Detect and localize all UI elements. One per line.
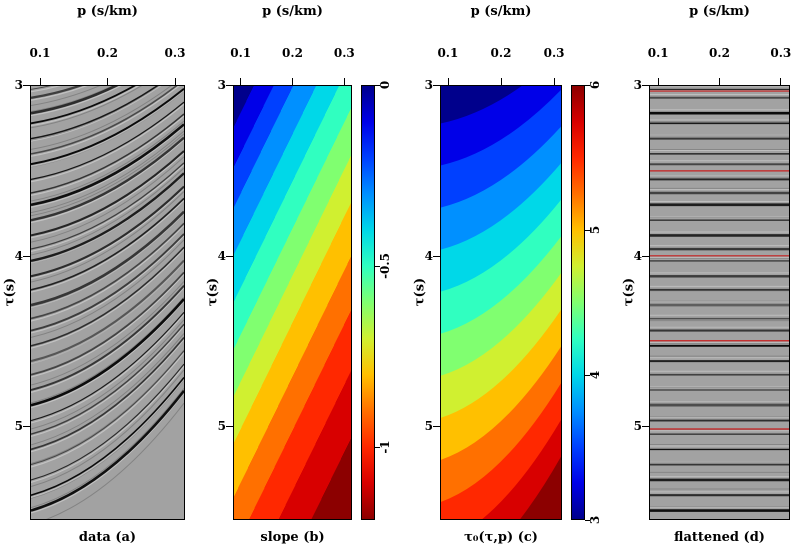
x-tick-mark xyxy=(344,78,345,85)
y-tick-mark xyxy=(226,255,233,257)
panel-b-y-tick-label: 4 xyxy=(217,248,226,263)
panel-b-plot xyxy=(233,85,352,520)
colorbar-tick-mark xyxy=(585,85,590,86)
panel-c-y-tick-label: 5 xyxy=(424,419,433,433)
panel-c-y-tick-label: 4 xyxy=(424,248,433,263)
x-tick-mark xyxy=(719,78,720,85)
panel-a-x-tick-label: 0.1 xyxy=(29,46,51,60)
colorbar-c-tick-label: 6 xyxy=(588,80,602,90)
panel-b-y-axis-title: τ(s) xyxy=(205,277,221,307)
panel-c-x-tick-label: 0.1 xyxy=(437,46,459,60)
y-tick-mark xyxy=(642,426,649,427)
y-tick-mark xyxy=(433,85,440,86)
colorbar-c-tick-label: 4 xyxy=(588,370,602,380)
panel-a-x-tick-label: 0.2 xyxy=(97,46,118,60)
colorbar-tick-mark xyxy=(585,375,590,376)
panel-d-y-tick-label: 4 xyxy=(633,248,642,263)
flattened-d-image xyxy=(650,86,789,512)
colorbar-b-tick-label: -1 xyxy=(378,440,392,454)
colorbar-b xyxy=(361,85,375,520)
panel-d-y-tick-label: 5 xyxy=(633,419,642,433)
y-tick-mark xyxy=(433,255,440,257)
y-tick-mark xyxy=(642,85,649,86)
panel-b-x-tick-label: 0.1 xyxy=(230,46,252,60)
panel-c-x-axis-title: p (s/km) xyxy=(470,4,532,19)
panel-b-y-tick-label: 3 xyxy=(217,78,226,92)
x-tick-mark xyxy=(780,78,782,85)
panel-b-x-tick-label: 0.2 xyxy=(282,46,303,60)
colorbar-tick-mark xyxy=(375,447,380,449)
panel-a-y-tick-label: 3 xyxy=(14,78,23,92)
colorbar-c-tick-label: 5 xyxy=(588,225,602,235)
y-tick-mark xyxy=(23,85,30,86)
colorbar-tick-mark xyxy=(375,266,380,268)
panel-c-x-tick-label: 0.2 xyxy=(490,46,512,60)
x-tick-mark xyxy=(500,78,502,85)
colorbar-b-tick-label: 0 xyxy=(378,80,392,90)
y-tick-mark xyxy=(23,426,30,427)
panel-a-x-tick-label: 0.3 xyxy=(164,46,186,60)
panel-a-plot xyxy=(30,85,185,520)
x-tick-mark xyxy=(107,78,108,85)
colorbar-c xyxy=(571,85,585,520)
panel-c-y-tick-label: 3 xyxy=(424,78,433,92)
y-tick-mark xyxy=(23,255,30,257)
panel-a-x-axis-title: p (s/km) xyxy=(77,4,138,19)
panel-a-y-tick-label: 5 xyxy=(14,419,23,433)
data-a-image xyxy=(31,86,184,519)
colorbar-tick-mark xyxy=(585,520,590,521)
panel-a-y-axis-title: τ(s) xyxy=(2,277,18,307)
panel-d-y-axis-title: τ(s) xyxy=(621,277,637,307)
x-tick-mark xyxy=(39,78,41,85)
colorbar-b-tick-label: -0.5 xyxy=(378,253,392,280)
panel-c-x-tick-label: 0.3 xyxy=(543,46,565,60)
x-tick-mark xyxy=(553,78,555,85)
tau0-c-image xyxy=(441,86,561,519)
panel-d-x-tick-label: 0.2 xyxy=(709,46,730,60)
panel-a-y-tick-label: 4 xyxy=(14,248,23,263)
panel-d-x-axis-title: p (s/km) xyxy=(689,4,750,19)
x-tick-mark xyxy=(447,78,449,85)
x-tick-mark xyxy=(657,78,659,85)
panel-c-y-axis-title: τ(s) xyxy=(412,277,428,307)
colorbar-c-tick-label: 3 xyxy=(588,515,602,525)
panel-c-plot xyxy=(440,85,562,520)
y-tick-mark xyxy=(642,255,649,257)
panel-b-y-tick-label: 5 xyxy=(217,419,226,433)
y-tick-mark xyxy=(433,426,440,427)
panel-b-x-axis-title: p (s/km) xyxy=(262,4,323,19)
colorbar-tick-mark xyxy=(585,230,590,231)
panel-d-caption: flattened (d) xyxy=(674,530,765,545)
y-tick-mark xyxy=(226,426,233,427)
colorbar-tick-mark xyxy=(375,85,380,86)
panel-b-caption: slope (b) xyxy=(260,530,325,545)
panel-d-y-tick-label: 3 xyxy=(633,78,642,92)
panel-b-x-tick-label: 0.3 xyxy=(333,46,355,60)
x-tick-mark xyxy=(174,78,176,85)
y-tick-mark xyxy=(226,85,233,86)
x-tick-mark xyxy=(292,78,293,85)
panel-d-plot xyxy=(649,85,790,520)
x-tick-mark xyxy=(240,78,241,85)
panel-d-x-tick-label: 0.3 xyxy=(770,46,792,60)
panel-a-caption: data (a) xyxy=(78,530,137,545)
panel-c-caption: τ₀(τ,p) (c) xyxy=(464,530,538,545)
panel-d-x-tick-label: 0.1 xyxy=(647,46,669,60)
